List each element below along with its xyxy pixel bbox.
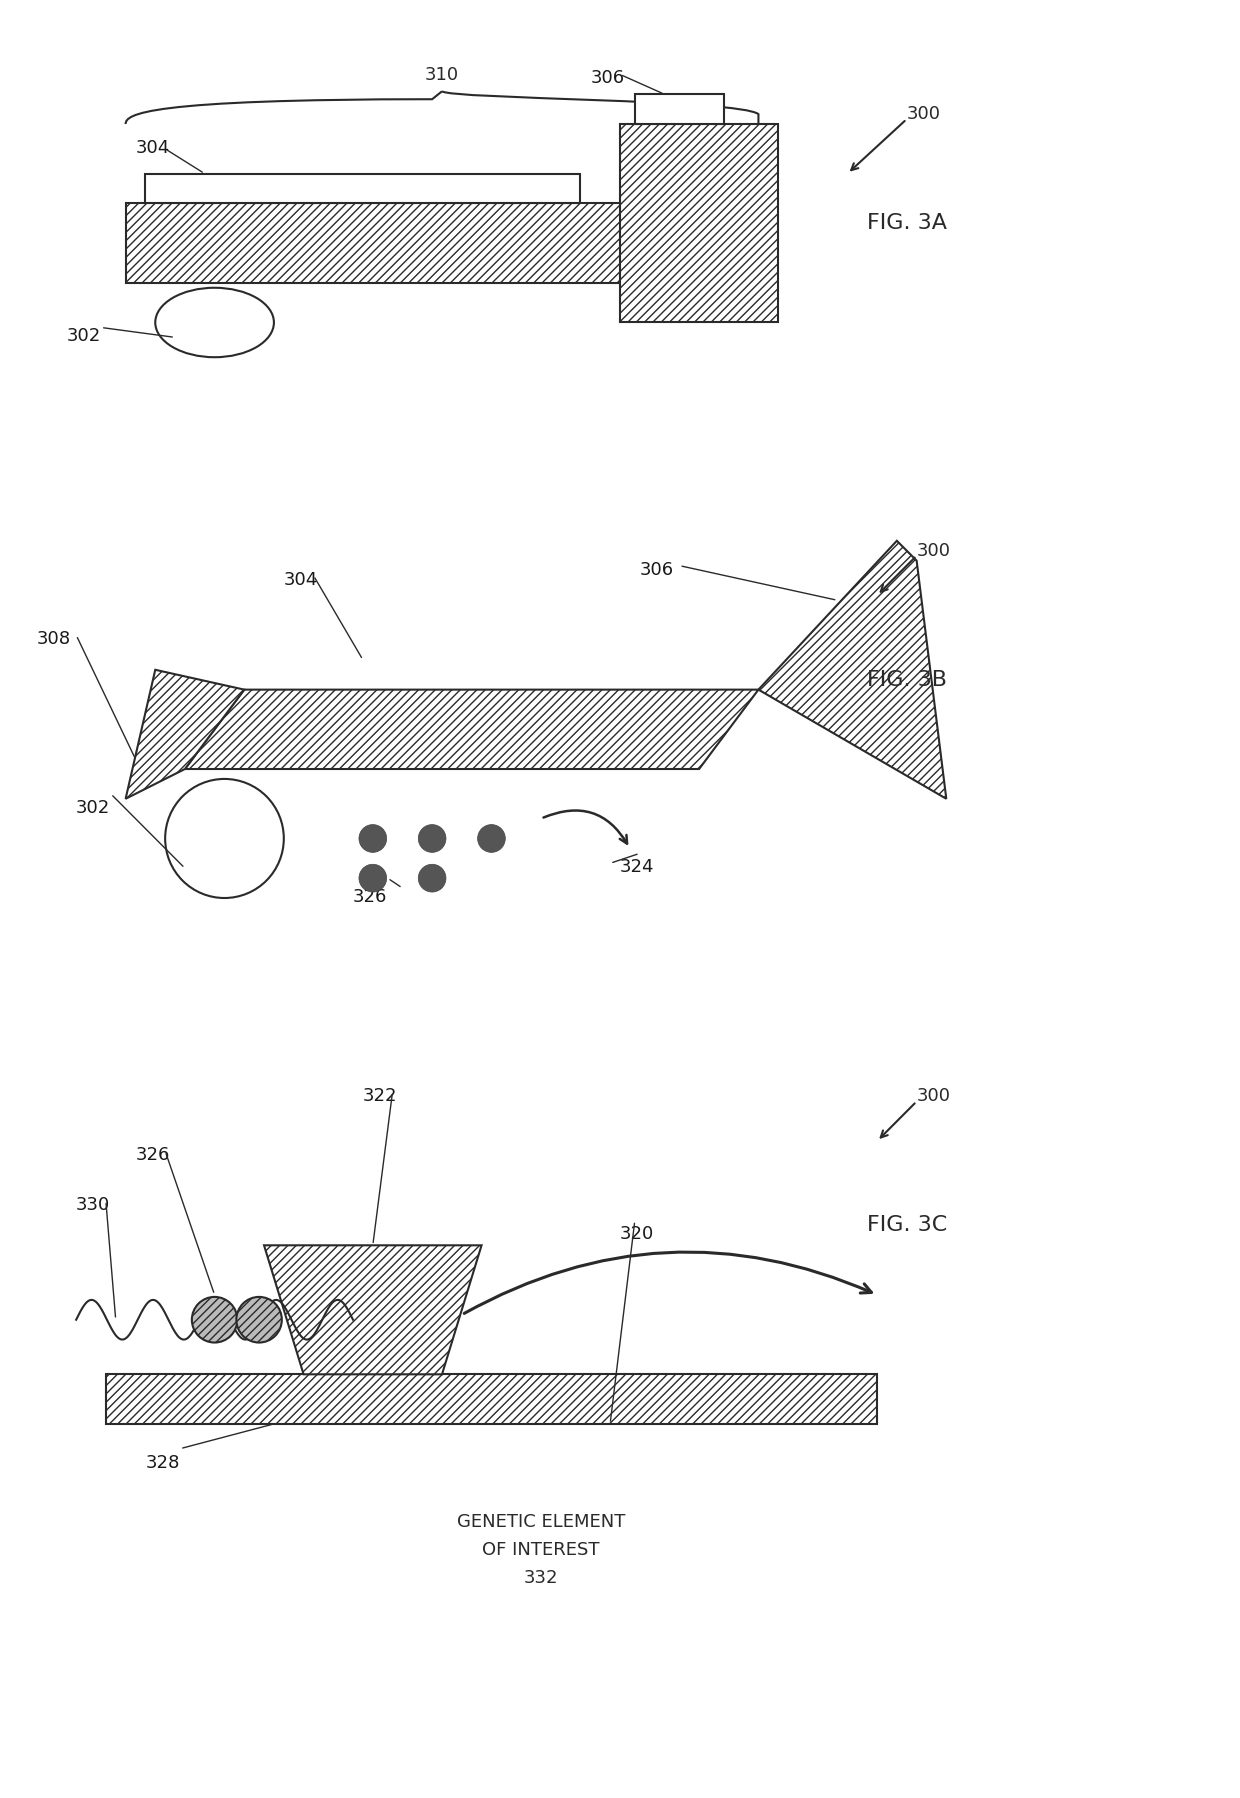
Text: 304: 304 [284, 570, 317, 588]
Circle shape [418, 825, 446, 852]
Text: 308: 308 [37, 629, 71, 647]
Text: 302: 302 [76, 798, 110, 816]
Circle shape [237, 1296, 281, 1343]
Text: 300: 300 [906, 104, 941, 122]
Text: 306: 306 [640, 561, 673, 579]
Text: 304: 304 [135, 138, 170, 156]
Text: 302: 302 [66, 327, 100, 345]
Text: 322: 322 [363, 1086, 397, 1104]
Polygon shape [759, 541, 946, 798]
Bar [635, 93, 724, 124]
Text: 306: 306 [590, 70, 625, 88]
Circle shape [477, 825, 505, 852]
Polygon shape [185, 690, 759, 770]
Polygon shape [125, 671, 244, 798]
Text: FIG. 3B: FIG. 3B [867, 669, 947, 690]
Bar [145, 174, 580, 203]
Text: 324: 324 [620, 858, 655, 876]
Circle shape [192, 1296, 237, 1343]
Text: FIG. 3C: FIG. 3C [867, 1215, 947, 1235]
Text: 326: 326 [135, 1145, 170, 1163]
FancyArrowPatch shape [464, 1251, 872, 1313]
Text: 320: 320 [620, 1226, 655, 1244]
Circle shape [358, 865, 387, 892]
Circle shape [165, 779, 284, 897]
Bar [125, 203, 640, 282]
Text: 330: 330 [76, 1196, 110, 1214]
Ellipse shape [155, 288, 274, 358]
Text: 310: 310 [425, 67, 459, 85]
Circle shape [358, 825, 387, 852]
Text: 326: 326 [353, 888, 387, 906]
Bar [620, 124, 779, 322]
Text: FIG. 3A: FIG. 3A [867, 214, 947, 234]
Text: 300: 300 [916, 541, 951, 559]
Polygon shape [264, 1246, 481, 1374]
Text: GENETIC ELEMENT
OF INTEREST
332: GENETIC ELEMENT OF INTEREST 332 [456, 1514, 625, 1588]
Circle shape [418, 865, 446, 892]
Text: 328: 328 [145, 1453, 180, 1473]
FancyArrowPatch shape [543, 811, 627, 843]
Text: 300: 300 [916, 1088, 951, 1106]
Bar [105, 1374, 877, 1424]
